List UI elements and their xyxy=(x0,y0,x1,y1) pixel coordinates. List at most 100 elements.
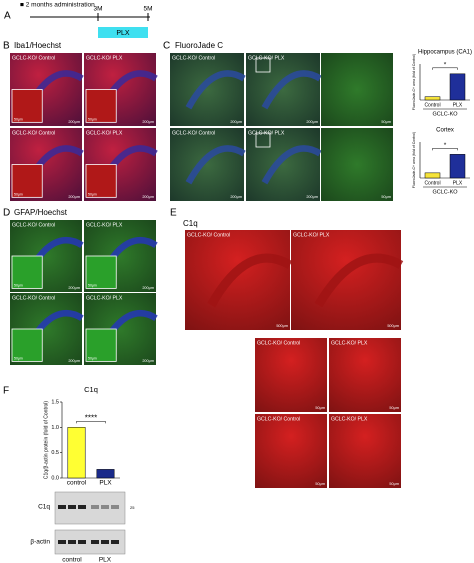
scale-label: 200μm xyxy=(306,120,318,124)
bar xyxy=(67,427,86,479)
marker-label: 25 xyxy=(130,505,135,510)
tissue-band xyxy=(261,70,322,110)
band-label: C1q xyxy=(38,504,50,511)
inset xyxy=(85,164,117,198)
tile-label: GCLC-KO/ PLX xyxy=(86,222,123,228)
time-label: 3M xyxy=(93,6,102,13)
inset xyxy=(85,89,117,123)
tile-label: GCLC-KO/ PLX xyxy=(331,416,368,422)
time-label: 5M xyxy=(143,6,152,13)
chart-title: Cortex xyxy=(436,128,454,134)
panel-letter: D xyxy=(3,208,10,219)
tile-label: GCLC-KO/ Control xyxy=(172,55,215,61)
scale-label: 200μm xyxy=(230,195,242,199)
scale-label: 50μm xyxy=(381,120,391,124)
tile-label: GCLC-KO/ PLX xyxy=(86,55,123,61)
scale-label: 50μm xyxy=(315,482,325,486)
tissue-band xyxy=(261,145,322,185)
tile-label: GCLC-KO/ Control xyxy=(257,416,300,422)
zoom-box xyxy=(255,132,271,148)
micrograph xyxy=(246,53,320,126)
blot-band xyxy=(111,540,119,544)
significance: * xyxy=(444,142,447,149)
scale-label: 50μm xyxy=(14,117,23,121)
x-tick-label: PLX xyxy=(99,480,112,487)
scale-label: 500μm xyxy=(387,324,399,328)
tissue-band xyxy=(314,253,404,308)
panel-letter: B xyxy=(3,41,10,52)
scale-label: 50μm xyxy=(88,283,97,287)
blot-band xyxy=(111,505,119,509)
panel-letter: F xyxy=(3,386,9,397)
x-tick-label: PLX xyxy=(453,180,463,186)
scale-label: 200μm xyxy=(306,195,318,199)
micrograph xyxy=(170,128,244,201)
blot-band xyxy=(101,505,109,509)
micrograph xyxy=(321,128,393,201)
scale-label: 50μm xyxy=(381,195,391,199)
panel-letter: C xyxy=(163,41,170,52)
scale-label: 50μm xyxy=(88,356,97,360)
panel-title: GFAP/Hoechst xyxy=(14,208,68,217)
x-tick-label: PLX xyxy=(453,102,463,108)
bar xyxy=(449,73,466,101)
y-axis-label: FluoroJade-C+ area (fold of Control) xyxy=(412,54,416,110)
significance: **** xyxy=(85,413,97,422)
scale-label: 200μm xyxy=(68,195,80,199)
lane-label: PLX xyxy=(99,557,112,563)
y-axis-label: C1q/β-actin protein (fold of Control) xyxy=(43,401,49,480)
micrograph xyxy=(291,230,401,330)
significance-bracket xyxy=(432,148,458,151)
scale-label: 50μm xyxy=(88,117,97,121)
y-tick-label: 1.0 xyxy=(51,425,59,431)
tile-label: GCLC-KO/ Control xyxy=(12,222,55,228)
tile-label: GCLC-KO/ Control xyxy=(12,55,55,61)
micrograph xyxy=(185,230,290,330)
panel-title: Iba1/Hoechst xyxy=(14,41,62,50)
blot-band xyxy=(58,505,66,509)
tile-label: GCLC-KO/ Control xyxy=(172,130,215,136)
scale-label: 200μm xyxy=(142,286,154,290)
legend-text: ■ 2 months administration xyxy=(20,2,95,9)
x-axis-label: GCLC-KO xyxy=(432,189,458,195)
x-tick-label: control xyxy=(67,480,87,487)
bar xyxy=(424,96,441,101)
significance: * xyxy=(444,62,447,69)
micrograph xyxy=(329,338,401,412)
treatment-box xyxy=(98,27,148,38)
micrograph xyxy=(329,414,401,488)
tile-label: GCLC-KO/ Control xyxy=(12,295,55,301)
scale-label: 200μm xyxy=(230,120,242,124)
scale-label: 200μm xyxy=(142,120,154,124)
scale-label: 200μm xyxy=(68,286,80,290)
x-tick-label: Control xyxy=(424,102,440,108)
inset xyxy=(85,255,117,289)
lane-label: control xyxy=(62,557,82,563)
panel-letter: E xyxy=(170,208,177,219)
blot-band xyxy=(68,505,76,509)
scale-label: 200μm xyxy=(68,359,80,363)
inset xyxy=(11,255,43,289)
bar xyxy=(96,469,115,479)
scale-label: 200μm xyxy=(142,195,154,199)
scale-label: 50μm xyxy=(14,283,23,287)
panel-title: FluoroJade C xyxy=(175,41,223,50)
tissue-band xyxy=(207,253,293,308)
chart-title: C1q xyxy=(84,385,98,394)
blot-band xyxy=(78,540,86,544)
inset xyxy=(11,89,43,123)
panel-title: C1q xyxy=(183,219,198,228)
blot-band xyxy=(91,540,99,544)
blot-band xyxy=(58,540,66,544)
scale-label: 50μm xyxy=(88,192,97,196)
scale-label: 500μm xyxy=(276,324,288,328)
blot-band xyxy=(78,505,86,509)
tissue-band xyxy=(185,145,246,185)
blot-band xyxy=(68,540,76,544)
scale-label: 50μm xyxy=(389,482,399,486)
tile-label: GCLC-KO/ PLX xyxy=(86,295,123,301)
treatment-label: PLX xyxy=(116,30,130,37)
y-axis-label: FluoroJade-C+ area (fold of Control) xyxy=(412,132,416,188)
inset xyxy=(11,328,43,362)
scale-label: 50μm xyxy=(315,406,325,410)
